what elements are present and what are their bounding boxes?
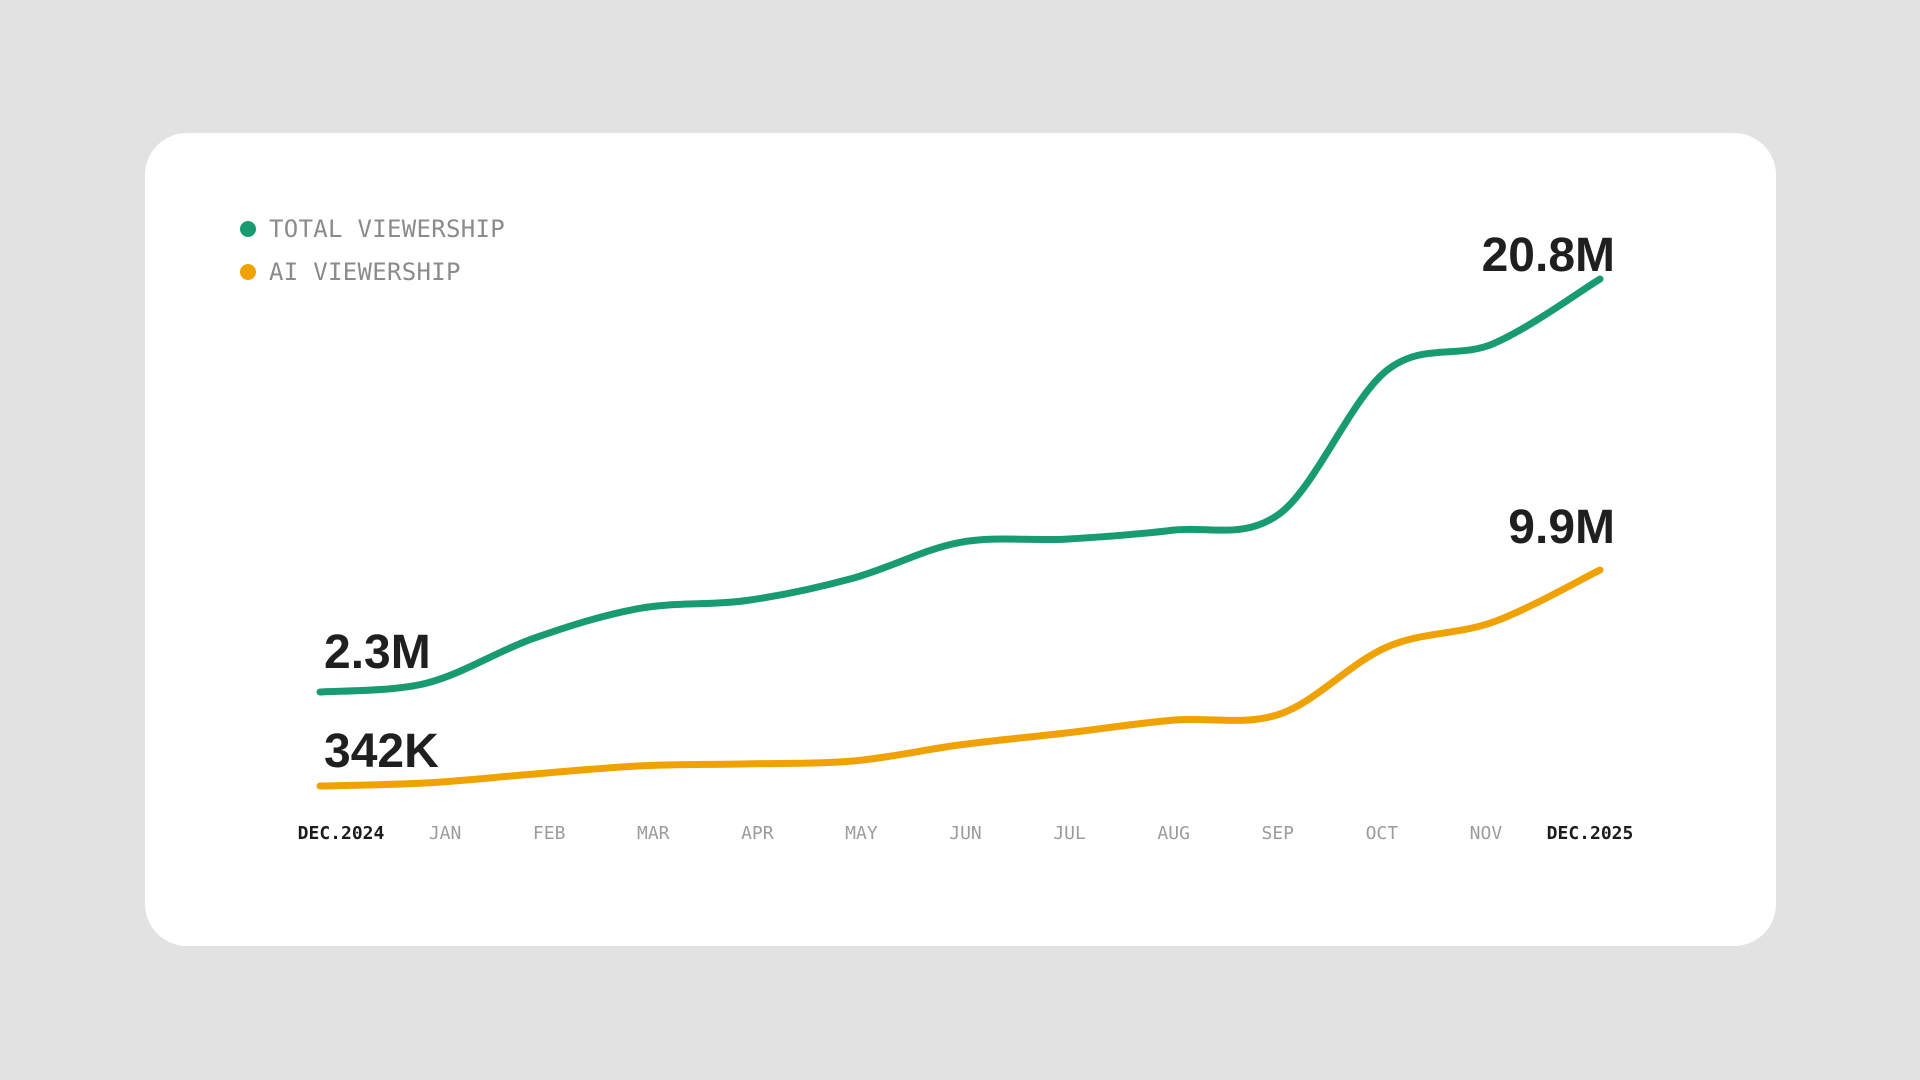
ai-end-value: 9.9M (1508, 501, 1615, 554)
ai-viewership-line (316, 566, 1604, 790)
total-end-value: 20.8M (1481, 229, 1615, 282)
ai-viewership-dot-icon (240, 263, 256, 280)
total-viewership-dot-icon (240, 220, 256, 237)
total-start-value: 2.3M (324, 626, 431, 679)
legend-item-total: TOTAL VIEWERSHIP (240, 207, 505, 250)
legend: TOTAL VIEWERSHIP AI VIEWERSHIP (240, 207, 505, 293)
legend-label-total: TOTAL VIEWERSHIP (269, 214, 505, 243)
legend-label-ai: AI VIEWERSHIP (269, 257, 461, 286)
ai-start-value: 342K (324, 725, 439, 778)
total-viewership-line (316, 275, 1604, 696)
legend-item-ai: AI VIEWERSHIP (240, 250, 505, 293)
